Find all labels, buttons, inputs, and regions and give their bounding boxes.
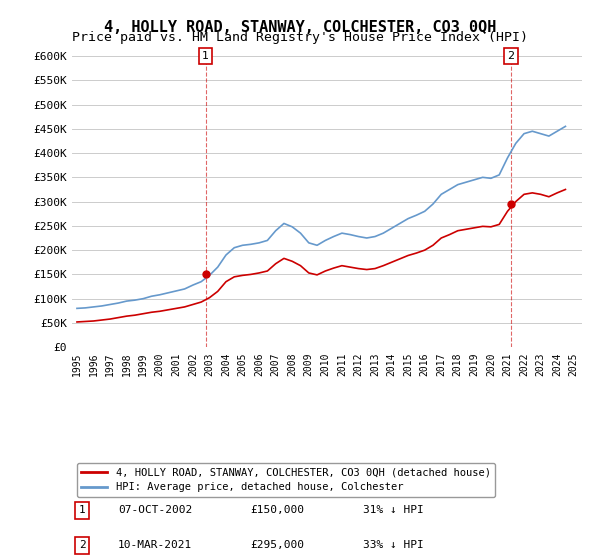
Text: 07-OCT-2002: 07-OCT-2002 (118, 505, 192, 515)
Text: 2: 2 (79, 540, 86, 550)
Text: 4, HOLLY ROAD, STANWAY, COLCHESTER, CO3 0QH: 4, HOLLY ROAD, STANWAY, COLCHESTER, CO3 … (104, 20, 496, 35)
Text: £295,000: £295,000 (251, 540, 305, 550)
Text: 1: 1 (79, 505, 86, 515)
Legend: 4, HOLLY ROAD, STANWAY, COLCHESTER, CO3 0QH (detached house), HPI: Average price: 4, HOLLY ROAD, STANWAY, COLCHESTER, CO3 … (77, 463, 495, 497)
Text: 1: 1 (202, 51, 209, 61)
Text: 10-MAR-2021: 10-MAR-2021 (118, 540, 192, 550)
Text: £150,000: £150,000 (251, 505, 305, 515)
Text: 31% ↓ HPI: 31% ↓ HPI (362, 505, 424, 515)
Text: 33% ↓ HPI: 33% ↓ HPI (362, 540, 424, 550)
Text: Price paid vs. HM Land Registry's House Price Index (HPI): Price paid vs. HM Land Registry's House … (72, 31, 528, 44)
Text: 2: 2 (507, 51, 514, 61)
